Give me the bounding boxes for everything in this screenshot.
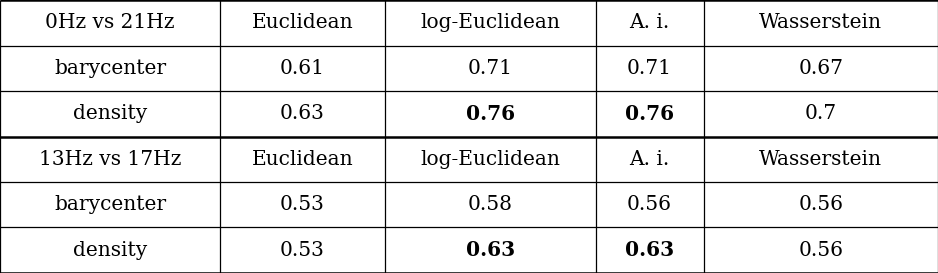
Text: 0.63: 0.63 [280,104,325,123]
Text: 0.53: 0.53 [280,241,325,260]
Text: 0.71: 0.71 [628,59,672,78]
Text: 0.53: 0.53 [280,195,325,214]
Text: 0.67: 0.67 [798,59,843,78]
Text: A. i.: A. i. [629,13,670,32]
Text: log-Euclidean: log-Euclidean [420,150,560,169]
Text: 0.63: 0.63 [625,240,674,260]
Text: 0.7: 0.7 [805,104,837,123]
Text: density: density [73,104,147,123]
Text: 0.58: 0.58 [468,195,512,214]
Text: 0.61: 0.61 [280,59,325,78]
Text: density: density [73,241,147,260]
Text: Euclidean: Euclidean [251,150,354,169]
Text: 0.76: 0.76 [465,104,515,124]
Text: log-Euclidean: log-Euclidean [420,13,560,32]
Text: barycenter: barycenter [54,195,166,214]
Text: 0.56: 0.56 [798,195,843,214]
Text: barycenter: barycenter [54,59,166,78]
Text: 0.76: 0.76 [625,104,674,124]
Text: 0.56: 0.56 [798,241,843,260]
Text: Euclidean: Euclidean [251,13,354,32]
Text: A. i.: A. i. [629,150,670,169]
Text: 0.63: 0.63 [465,240,515,260]
Text: 0Hz vs 21Hz: 0Hz vs 21Hz [45,13,175,32]
Text: 0.56: 0.56 [628,195,672,214]
Text: 13Hz vs 17Hz: 13Hz vs 17Hz [39,150,181,169]
Text: Wasserstein: Wasserstein [759,13,883,32]
Text: 0.71: 0.71 [468,59,512,78]
Text: Wasserstein: Wasserstein [759,150,883,169]
